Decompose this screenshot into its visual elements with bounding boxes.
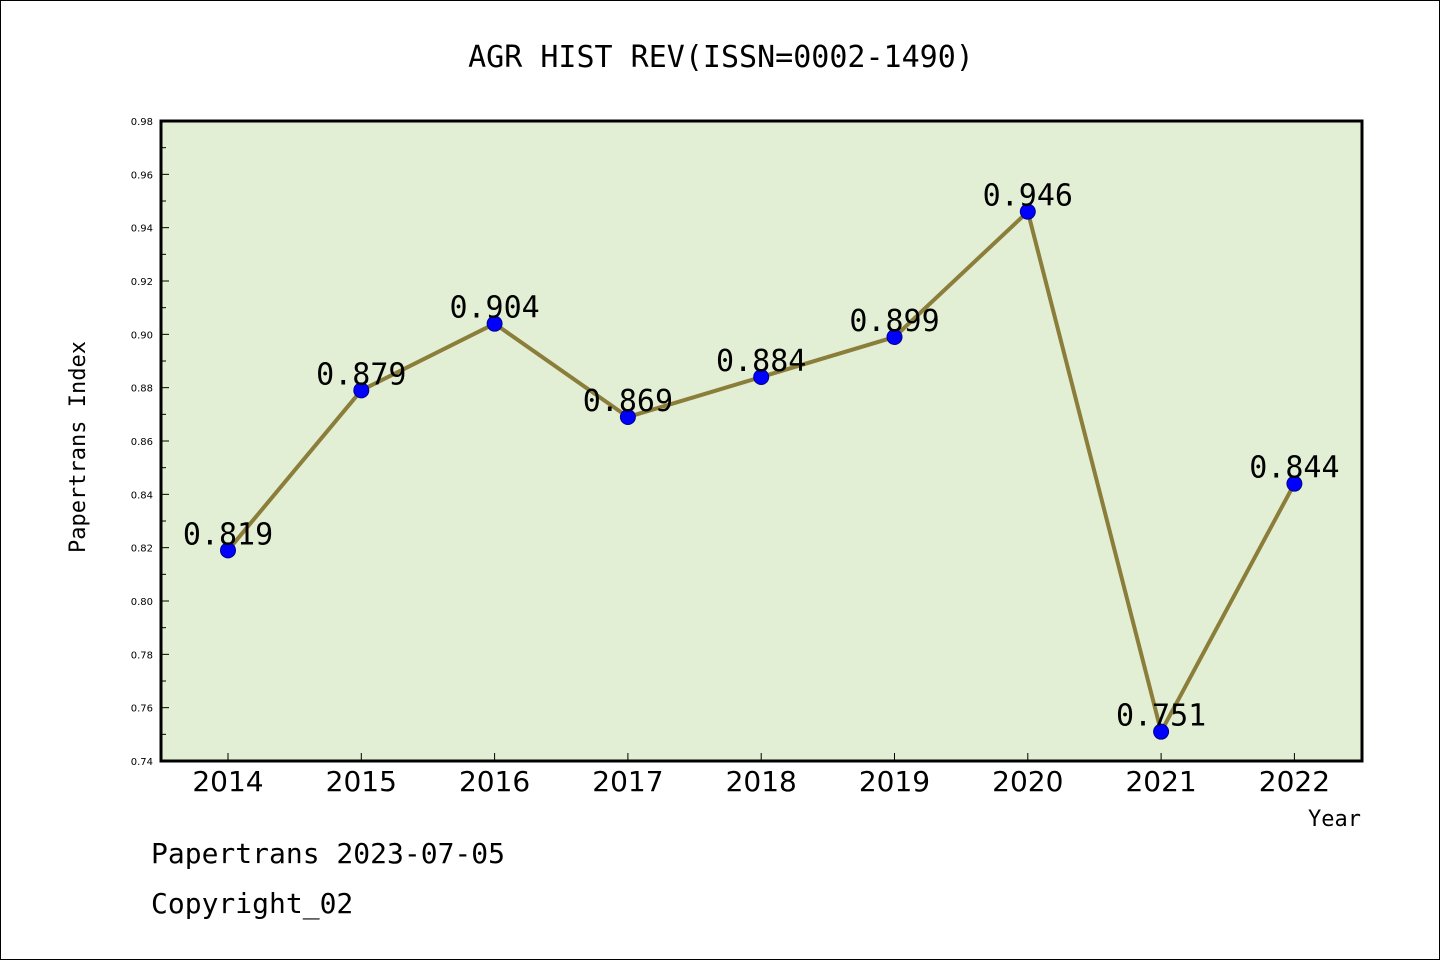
y-tick-label: 0.88 xyxy=(131,384,153,395)
data-point xyxy=(220,542,236,559)
data-point xyxy=(353,382,370,399)
y-tick-label: 0.86 xyxy=(131,437,153,448)
x-tick-label: 2017 xyxy=(592,765,663,798)
y-tick-label: 0.94 xyxy=(131,224,153,235)
x-tick-label: 2019 xyxy=(859,765,930,798)
y-tick-label: 0.82 xyxy=(131,544,153,555)
data-point xyxy=(1019,203,1036,220)
y-tick-label: 0.80 xyxy=(131,597,153,608)
data-point xyxy=(486,315,503,332)
data-label: 0.946 xyxy=(983,179,1073,214)
data-label: 0.869 xyxy=(583,384,673,419)
data-point xyxy=(619,409,636,425)
data-label: 0.899 xyxy=(849,304,939,339)
y-tick-label: 0.96 xyxy=(131,170,153,181)
x-tick-label: 2014 xyxy=(192,765,263,798)
y-axis: 0.74 0.76 0.78 0.80 0.82 0.84 0.86 0.88 0.90 0.92… xyxy=(131,117,169,768)
x-tick-label: 2021 xyxy=(1125,765,1196,798)
data-point xyxy=(1153,723,1170,740)
x-axis-label: Year xyxy=(1308,807,1361,832)
y-tick-label: 0.78 xyxy=(131,650,153,661)
y-tick-label: 0.84 xyxy=(131,490,153,501)
y-tick-label: 0.76 xyxy=(131,704,153,715)
y-tick-label: 0.92 xyxy=(131,277,153,288)
chart-title: AGR HIST REV(ISSN=0002-1490) xyxy=(468,40,974,75)
x-tick-label: 2022 xyxy=(1259,765,1330,798)
data-point xyxy=(886,329,903,345)
y-axis-label: Papertrans Index xyxy=(66,341,91,553)
data-label: 0.879 xyxy=(316,357,406,392)
x-tick-label: 2015 xyxy=(326,765,397,798)
x-tick-label: 2018 xyxy=(726,765,797,798)
data-label: 0.884 xyxy=(716,344,806,379)
plot-area xyxy=(159,119,1364,763)
data-label: 0.844 xyxy=(1249,451,1339,486)
data-point xyxy=(1286,475,1303,492)
data-points xyxy=(220,203,1303,740)
data-label: 0.904 xyxy=(449,291,539,326)
x-tick-label: 2020 xyxy=(992,765,1063,798)
footer-copyright: Copyright_02 xyxy=(151,887,354,920)
data-labels: 0.819 0.879 0.904 0.869 0.884 0.899 0.946 0.751… xyxy=(183,179,1340,734)
data-label: 0.819 xyxy=(183,517,273,552)
x-tick-label: 2016 xyxy=(459,765,530,798)
data-point xyxy=(753,369,770,385)
x-axis: 2014 2015 2016 2017 2018 2019 2020 2021 2022 xyxy=(192,753,1330,798)
y-tick-label: 0.90 xyxy=(131,330,153,341)
y-tick-label: 0.74 xyxy=(131,757,153,768)
footer-date: Papertrans 2023-07-05 xyxy=(151,837,506,870)
data-label: 0.751 xyxy=(1116,699,1206,734)
y-tick-label: 0.98 xyxy=(131,117,153,128)
